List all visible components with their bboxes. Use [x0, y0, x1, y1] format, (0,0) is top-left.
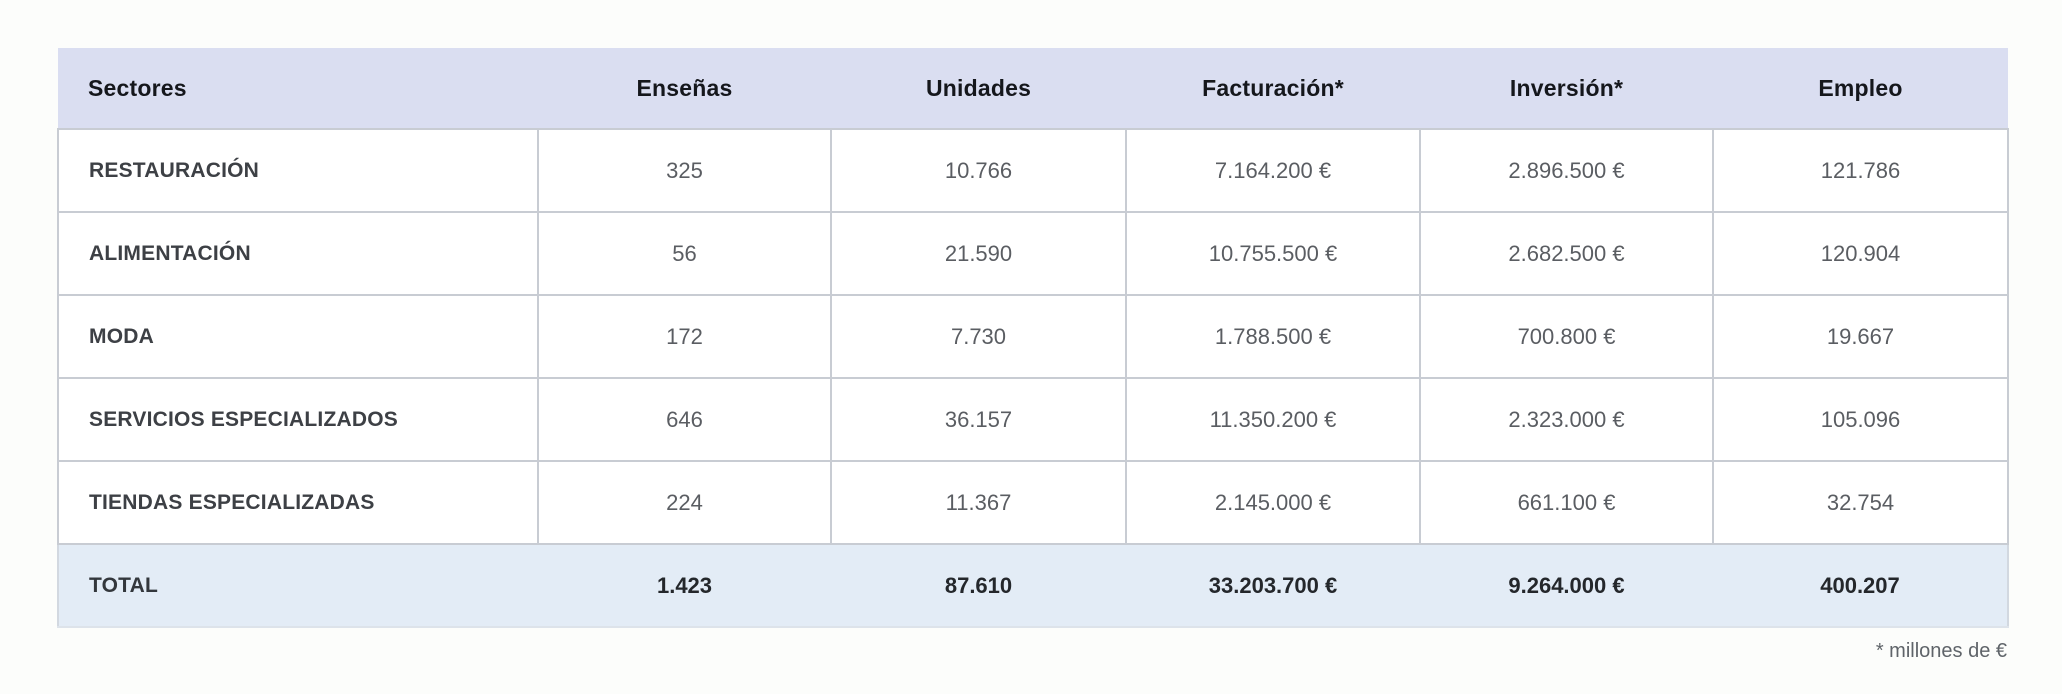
- value-cell: 2.682.500 €: [1419, 211, 1714, 296]
- value-cell: 105.096: [1712, 377, 2009, 462]
- table-row: RESTAURACIÓN 325 10.766 7.164.200 € 2.89…: [57, 128, 2009, 213]
- sector-label: MODA: [57, 294, 539, 379]
- value-cell: 700.800 €: [1419, 294, 1714, 379]
- sector-label: RESTAURACIÓN: [57, 128, 539, 213]
- total-value-cell: 87.610: [831, 543, 1126, 628]
- value-cell: 1.788.500 €: [1125, 294, 1421, 379]
- header-sectores: Sectores: [58, 48, 538, 129]
- value-cell: 325: [537, 128, 832, 213]
- sectors-table: Sectores Enseñas Unidades Facturación* I…: [57, 48, 2009, 628]
- value-cell: 32.754: [1712, 460, 2009, 545]
- table-row: SERVICIOS ESPECIALIZADOS 646 36.157 11.3…: [57, 377, 2009, 462]
- total-row: TOTAL 1.423 87.610 33.203.700 € 9.264.00…: [57, 543, 2009, 628]
- value-cell: 21.590: [830, 211, 1127, 296]
- header-ensenas: Enseñas: [538, 48, 831, 129]
- value-cell: 56: [537, 211, 832, 296]
- header-unidades: Unidades: [831, 48, 1126, 129]
- value-cell: 7.164.200 €: [1125, 128, 1421, 213]
- value-cell: 10.755.500 €: [1125, 211, 1421, 296]
- total-value-cell: 1.423: [538, 543, 831, 628]
- value-cell: 224: [537, 460, 832, 545]
- total-label: TOTAL: [57, 543, 538, 628]
- sector-label: TIENDAS ESPECIALIZADAS: [57, 460, 539, 545]
- value-cell: 7.730: [830, 294, 1127, 379]
- sector-label: SERVICIOS ESPECIALIZADOS: [57, 377, 539, 462]
- table-row: ALIMENTACIÓN 56 21.590 10.755.500 € 2.68…: [57, 211, 2009, 296]
- table-row: MODA 172 7.730 1.788.500 € 700.800 € 19.…: [57, 294, 2009, 379]
- value-cell: 10.766: [830, 128, 1127, 213]
- total-value-cell: 400.207: [1713, 543, 2009, 628]
- value-cell: 172: [537, 294, 832, 379]
- header-inversion: Inversión*: [1420, 48, 1713, 129]
- value-cell: 11.367: [830, 460, 1127, 545]
- sector-label: ALIMENTACIÓN: [57, 211, 539, 296]
- value-cell: 120.904: [1712, 211, 2009, 296]
- total-value-cell: 33.203.700 €: [1126, 543, 1420, 628]
- table-body: RESTAURACIÓN 325 10.766 7.164.200 € 2.89…: [57, 128, 2009, 628]
- header-row: Sectores Enseñas Unidades Facturación* I…: [58, 48, 2008, 129]
- value-cell: 661.100 €: [1419, 460, 1714, 545]
- footnote: * millones de €: [1875, 640, 2007, 662]
- value-cell: 36.157: [830, 377, 1127, 462]
- value-cell: 2.323.000 €: [1419, 377, 1714, 462]
- value-cell: 2.896.500 €: [1419, 128, 1714, 213]
- value-cell: 121.786: [1712, 128, 2009, 213]
- total-value-cell: 9.264.000 €: [1420, 543, 1713, 628]
- header-facturacion: Facturación*: [1126, 48, 1420, 129]
- value-cell: 19.667: [1712, 294, 2009, 379]
- value-cell: 2.145.000 €: [1125, 460, 1421, 545]
- value-cell: 646: [537, 377, 832, 462]
- table-header: Sectores Enseñas Unidades Facturación* I…: [58, 48, 2008, 129]
- table-row: TIENDAS ESPECIALIZADAS 224 11.367 2.145.…: [57, 460, 2009, 545]
- header-empleo: Empleo: [1713, 48, 2008, 129]
- value-cell: 11.350.200 €: [1125, 377, 1421, 462]
